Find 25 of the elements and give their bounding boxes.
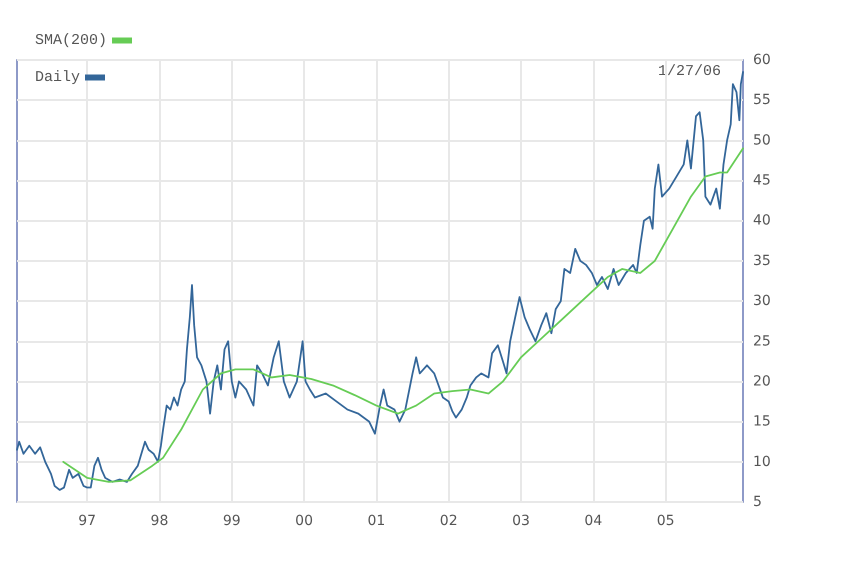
annotation: 1/27/06: [658, 63, 722, 80]
y-tick-label: 35: [753, 252, 771, 269]
x-tick-label: 98: [150, 513, 168, 529]
x-tick-label: 97: [78, 513, 96, 529]
y-tick-label: 45: [753, 172, 771, 189]
legend-label: Daily: [34, 69, 80, 86]
legend-label: SMA(200): [34, 32, 108, 49]
x-tick-label: 03: [512, 513, 530, 529]
y-tick-label: 60: [753, 52, 771, 68]
y-tick-label: 20: [753, 373, 771, 390]
y-tick-label: 25: [753, 333, 771, 350]
y-tick-label: 55: [753, 92, 771, 108]
x-tick-label: 00: [295, 513, 313, 529]
y-tick-label: 10: [753, 454, 771, 470]
line-series: [62, 148, 744, 483]
y-tick-label: 30: [753, 293, 771, 310]
y-tick-label: 5: [753, 494, 762, 510]
x-tick-label: 05: [656, 513, 675, 529]
x-tick-label: 01: [367, 513, 386, 529]
y-tick-label: 40: [753, 212, 771, 229]
x-tick-label: 02: [440, 513, 458, 529]
y-tick-label: 15: [753, 414, 771, 430]
x-tick-label: 99: [222, 513, 241, 529]
y-tick-label: 50: [753, 132, 771, 148]
x-tick-label: 04: [584, 513, 602, 529]
